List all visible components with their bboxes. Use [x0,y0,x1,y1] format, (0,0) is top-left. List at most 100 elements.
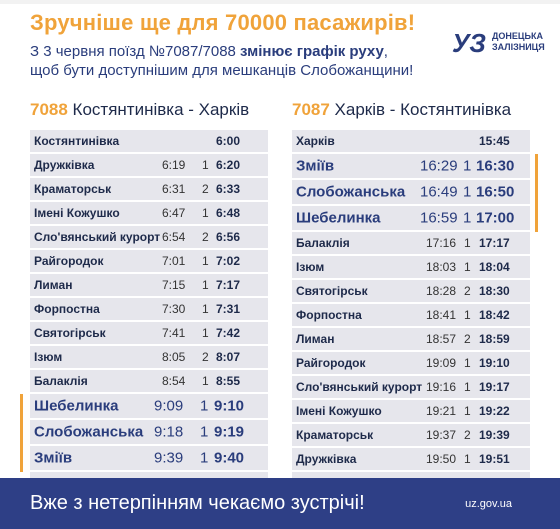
station-name: Зміїв [296,157,335,175]
station-name: Костянтинівка [34,134,120,148]
table-row: Слобожанська 16:49 1 16:50 [292,180,538,206]
arrival-time: 17:16 [426,236,457,250]
arrival-time: 7:01 [162,254,186,268]
station-name: Шебелинка [296,209,381,227]
arrival-time: 18:03 [426,260,457,274]
footer-banner: Вже з нетерпінням чекаємо зустрічі! uz.g… [0,478,560,529]
subheadline-line2: щоб бути доступнішим для мешканців Слобо… [30,62,414,79]
stop-duration: 1 [202,158,209,172]
train-number: 7087 [292,100,330,119]
logo-line1: ДОНЕЦЬКА [492,31,543,41]
stop-duration: 2 [464,428,471,442]
station-name: Зміїв [34,449,73,467]
table-row: Краматорськ 19:37 2 19:39 [292,424,530,446]
departure-time: 18:42 [479,308,510,322]
stop-duration: 2 [202,182,209,196]
highlight-bar [20,420,23,446]
stop-duration: 1 [200,397,209,415]
station-name: Форпостна [34,302,100,316]
arrival-time: 7:30 [162,302,186,316]
arrival-time: 6:54 [162,230,186,244]
stop-duration: 1 [464,404,471,418]
departure-time: 16:30 [476,157,515,175]
table-row: Шебелинка 9:09 1 9:10 [20,394,268,420]
stop-duration: 1 [463,209,472,227]
route-name: Харків - Костянтинівка [329,100,512,119]
uz-logo-icon: УЗ [452,28,486,58]
departure-time: 9:19 [214,423,245,441]
departure-time: 17:17 [479,236,510,250]
headline: Зручніше ще для 70000 пасажирів! [30,10,416,35]
departure-time: 7:42 [216,326,241,340]
table-row: Форпостна 7:30 1 7:31 [30,298,268,320]
table-row: Зміїв 9:39 1 9:40 [20,446,268,472]
departure-time: 15:45 [479,134,510,148]
departure-time: 9:10 [214,397,245,415]
station-name: Лиман [296,332,335,346]
table-row: Форпостна 18:41 1 18:42 [292,304,530,326]
arrival-time: 9:39 [154,449,184,467]
stop-duration: 1 [464,236,471,250]
railway-logo: УЗ ДОНЕЦЬКА ЗАЛІЗНИЦЯ [450,26,550,58]
arrival-time: 6:47 [162,206,186,220]
stop-duration: 1 [464,380,471,394]
departure-time: 6:56 [216,230,241,244]
table-row: Дружківка 19:50 1 19:51 [292,448,530,470]
highlight-bar [535,206,538,232]
arrival-time: 8:54 [162,374,186,388]
departure-time: 18:30 [479,284,510,298]
table-row: Слобожанська 9:18 1 9:19 [20,420,268,446]
station-name: Святогірськ [296,284,368,298]
route-title: 7087 Харків - Костянтинівка [292,100,530,124]
arrival-time: 18:41 [426,308,457,322]
station-name: Святогірськ [34,326,106,340]
departure-time: 18:04 [479,260,510,274]
departure-time: 6:33 [216,182,241,196]
station-name: Дружківка [296,452,357,466]
stop-duration: 1 [202,326,209,340]
arrival-time: 9:09 [154,397,184,415]
station-name: Ізюм [34,350,63,364]
table-row: Святогірськ 7:41 1 7:42 [30,322,268,344]
departure-time: 19:51 [479,452,510,466]
departure-time: 19:22 [479,404,510,418]
highlight-bar [20,394,23,420]
stop-duration: 2 [464,284,471,298]
departure-time: 7:02 [216,254,241,268]
footer-message: Вже з нетерпінням чекаємо зустрічі! [30,492,365,514]
table-row: Святогірськ 18:28 2 18:30 [292,280,530,302]
logo-mark-text: УЗ [452,28,486,58]
arrival-time: 18:28 [426,284,457,298]
departure-time: 8:07 [216,350,241,364]
arrival-time: 19:37 [426,428,457,442]
station-name: Дружківка [34,158,95,172]
timetable-7088: 7088 Костянтинівка - Харків Костянтинівк… [20,100,268,496]
table-row: Лиман 18:57 2 18:59 [292,328,530,350]
station-name: Райгородок [296,356,366,370]
table-row: Харків 15:45 [292,130,530,152]
table-row: Імені Кожушко 6:47 1 6:48 [30,202,268,224]
station-name: Балаклія [296,236,350,250]
departure-time: 6:20 [216,158,241,172]
arrival-time: 8:05 [162,350,186,364]
table-row: Дружківка 6:19 1 6:20 [30,154,268,176]
subheadline: З 3 червня поїзд №7087/7088 змінює графі… [30,42,450,80]
arrival-time: 16:49 [420,183,458,201]
stop-duration: 1 [202,206,209,220]
station-name: Краматорськ [34,182,112,196]
route-title: 7088 Костянтинівка - Харків [30,100,268,124]
station-name: Харків [296,134,335,148]
arrival-time: 19:16 [426,380,457,394]
website-link[interactable]: uz.gov.ua [465,498,512,510]
route-name: Костянтинівка - Харків [67,100,250,119]
departure-time: 6:48 [216,206,241,220]
timetable-rows: Харків 15:45 Зміїв 16:29 1 16:30 Слобожанська 1… [292,130,538,494]
table-row: Шебелинка 16:59 1 17:00 [292,206,538,232]
station-name: Лиман [34,278,73,292]
stop-duration: 1 [464,356,471,370]
departure-time: 19:17 [479,380,510,394]
highlight-bar [535,154,538,180]
table-row: Сло'вянський курорт 19:16 1 19:17 [292,376,530,398]
stop-duration: 1 [200,449,209,467]
